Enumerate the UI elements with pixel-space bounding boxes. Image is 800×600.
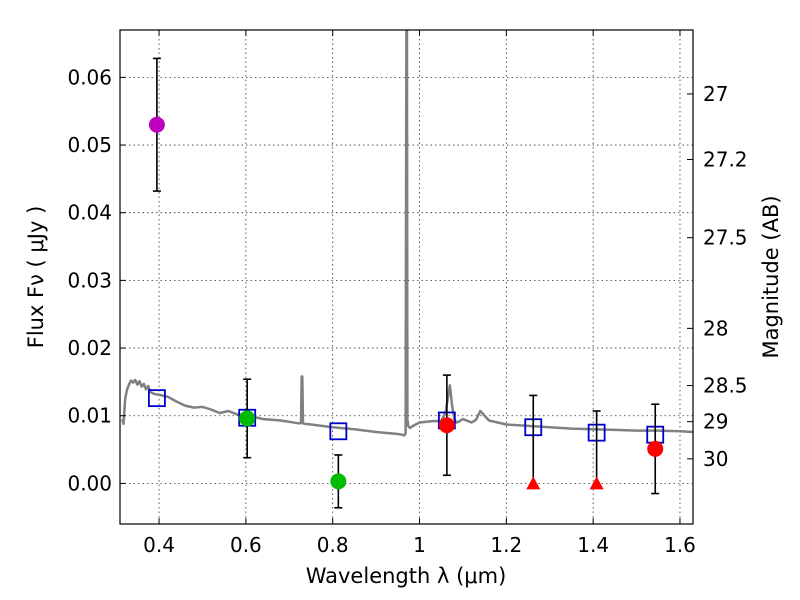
- flux-point: [148, 116, 165, 133]
- mag-tick-label: 27: [703, 82, 728, 106]
- x-tick-label: 0.4: [143, 533, 175, 557]
- grid-lines: [120, 30, 693, 524]
- x-tick-label: 1.4: [577, 533, 609, 557]
- upper-limit-triangle: [589, 476, 604, 490]
- flux-point: [647, 440, 664, 457]
- x-tick-label: 0.6: [230, 533, 262, 557]
- x-axis-label: Wavelength λ (μm): [306, 564, 507, 588]
- flux-point: [239, 410, 256, 427]
- mag-tick-label: 28: [703, 316, 728, 340]
- mag-tick-label: 30: [703, 447, 728, 471]
- flux-point: [330, 473, 347, 490]
- flux-point: [438, 417, 455, 434]
- mag-tick-label: 27.5: [703, 226, 748, 250]
- y-tick-label: 0.06: [67, 65, 112, 89]
- y-tick-label: 0.04: [67, 201, 112, 225]
- x-tick-label: 1: [413, 533, 426, 557]
- x-tick-label: 1.2: [490, 533, 522, 557]
- photometry-points: [147, 57, 665, 509]
- axis-ticks: 0.4 0.6 0.8 1 1.2 1.4 1.6 0.00 0.01 0.02 0.03 0.04 0…: [67, 30, 748, 557]
- y-axis-label: Flux Fν ( μJy ): [24, 206, 48, 349]
- plot-frame: [119, 29, 694, 525]
- model-photometry-square: [329, 422, 348, 441]
- mag-tick-label: 28.5: [703, 374, 748, 398]
- y-tick-label: 0.03: [67, 268, 112, 292]
- mag-tick-label: 29: [703, 410, 728, 434]
- model-sed-line: [120, 30, 693, 437]
- y-tick-label: 0.05: [67, 133, 112, 157]
- mag-tick-label: 27.2: [703, 147, 748, 171]
- y-tick-label: 0.01: [67, 404, 112, 428]
- y-tick-label: 0.00: [67, 471, 112, 495]
- y-tick-label: 0.02: [67, 336, 112, 360]
- model-photometry-square: [147, 389, 166, 408]
- x-tick-label: 1.6: [664, 533, 696, 557]
- y2-axis-label: Magnitude (AB): [759, 195, 783, 358]
- x-tick-label: 0.8: [317, 533, 349, 557]
- model-sed: [120, 30, 693, 437]
- upper-limit-triangle: [526, 476, 541, 490]
